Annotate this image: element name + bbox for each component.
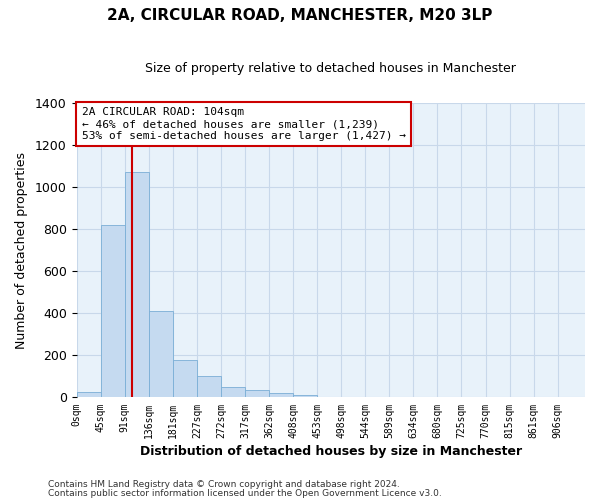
- Bar: [101, 225, 125, 398]
- Y-axis label: Number of detached properties: Number of detached properties: [15, 152, 28, 349]
- Text: Contains HM Land Registry data © Crown copyright and database right 2024.: Contains HM Land Registry data © Crown c…: [48, 480, 400, 489]
- Bar: [221, 387, 245, 398]
- Bar: [149, 311, 173, 398]
- Bar: [245, 390, 269, 398]
- X-axis label: Distribution of detached houses by size in Manchester: Distribution of detached houses by size …: [140, 444, 522, 458]
- Title: Size of property relative to detached houses in Manchester: Size of property relative to detached ho…: [145, 62, 516, 76]
- Text: 2A, CIRCULAR ROAD, MANCHESTER, M20 3LP: 2A, CIRCULAR ROAD, MANCHESTER, M20 3LP: [107, 8, 493, 22]
- Bar: [77, 392, 101, 398]
- Bar: [197, 376, 221, 398]
- Bar: [173, 360, 197, 398]
- Text: 2A CIRCULAR ROAD: 104sqm
← 46% of detached houses are smaller (1,239)
53% of sem: 2A CIRCULAR ROAD: 104sqm ← 46% of detach…: [82, 108, 406, 140]
- Bar: [125, 172, 149, 398]
- Bar: [269, 393, 293, 398]
- Bar: [293, 396, 317, 398]
- Text: Contains public sector information licensed under the Open Government Licence v3: Contains public sector information licen…: [48, 488, 442, 498]
